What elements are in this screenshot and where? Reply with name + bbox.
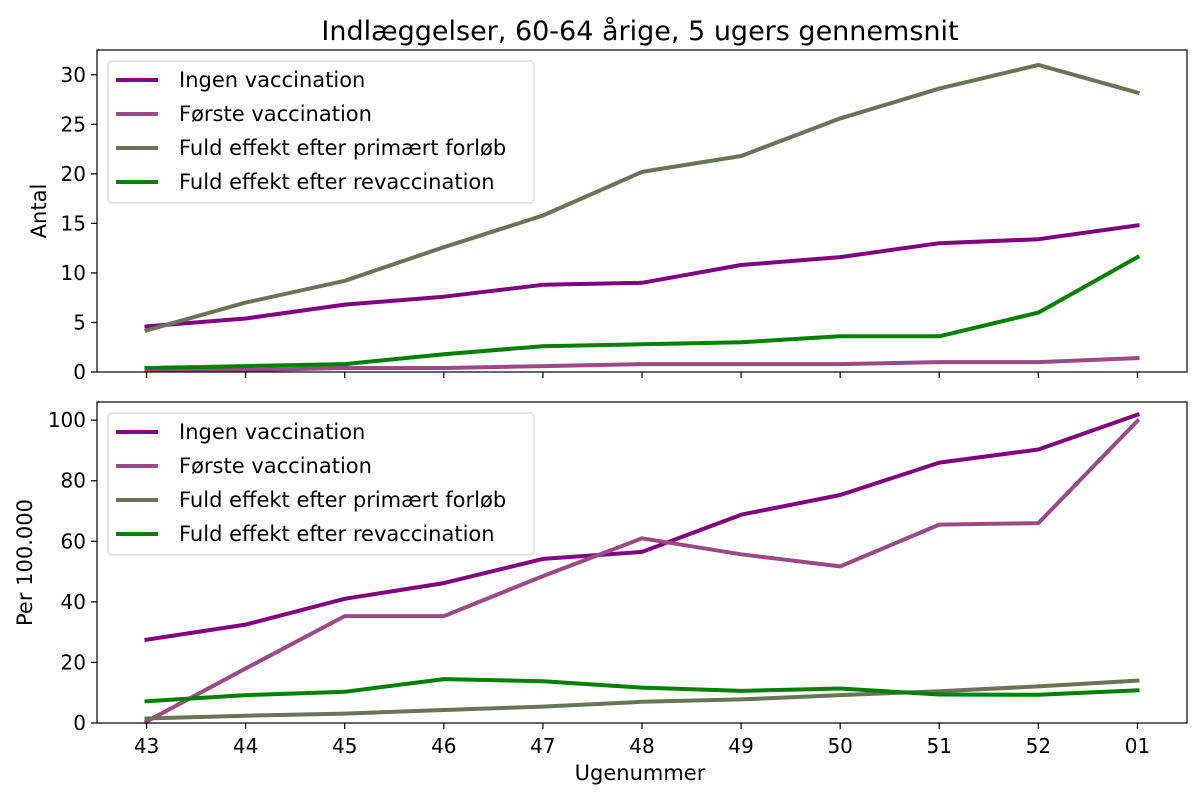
x-tick-label: 47 bbox=[530, 734, 555, 758]
chart-title: Indlæggelser, 60-64 årige, 5 ugers genne… bbox=[321, 16, 958, 47]
y-tick-label: 20 bbox=[61, 162, 86, 186]
y-axis-label: Antal bbox=[27, 184, 51, 239]
series-line-3 bbox=[144, 62, 1140, 333]
x-tick-label: 48 bbox=[629, 734, 654, 758]
y-tick-label: 0 bbox=[73, 360, 86, 384]
x-tick-label: 50 bbox=[827, 734, 852, 758]
legend: Ingen vaccination Første vaccination Fuld … bbox=[107, 60, 535, 204]
x-tick-label: 49 bbox=[728, 734, 753, 758]
x-tick-label: 44 bbox=[233, 734, 258, 758]
legend: Ingen vaccination Første vaccination Fuld … bbox=[107, 412, 535, 556]
legend-label-3: Fuld effekt efter primært forløb bbox=[179, 136, 506, 160]
series-line-1 bbox=[144, 412, 1141, 642]
legend-label-1: Ingen vaccination bbox=[179, 68, 365, 92]
y-tick-label: 30 bbox=[61, 63, 86, 87]
panel-1: 0 5 10 15 20 25 30 Antal Ingen vaccination Første… bbox=[27, 49, 1188, 384]
y-tick-label: 0 bbox=[73, 711, 86, 735]
y-tick-label: 20 bbox=[61, 650, 86, 674]
legend-label-4: Fuld effekt efter revaccination bbox=[179, 170, 495, 194]
legend-label-3: Fuld effekt efter primært forløb bbox=[179, 488, 506, 512]
series-line-3 bbox=[144, 678, 1140, 721]
series-line-4 bbox=[144, 254, 1141, 371]
y-axis-label: Per 100.000 bbox=[13, 499, 37, 626]
panel-2: 0 20 40 60 80 100 43 44 45 46 47 48 49 50 51 52 01 Per 10… bbox=[13, 401, 1188, 758]
x-axis-label: Ugenummer bbox=[575, 761, 706, 785]
x-tick-label: 52 bbox=[1026, 734, 1051, 758]
x-tick-label: 43 bbox=[134, 734, 159, 758]
y-tick-label: 5 bbox=[73, 310, 86, 334]
y-tick-label: 25 bbox=[61, 112, 86, 136]
x-tick-label: 45 bbox=[332, 734, 357, 758]
legend-box bbox=[107, 60, 535, 204]
legend-label-1: Ingen vaccination bbox=[179, 420, 365, 444]
legend-label-2: Første vaccination bbox=[179, 102, 372, 126]
legend-label-2: Første vaccination bbox=[179, 454, 372, 478]
y-tick-label: 60 bbox=[61, 529, 86, 553]
x-tick-label: 51 bbox=[927, 734, 952, 758]
y-tick-label: 10 bbox=[61, 261, 86, 285]
y-tick-label: 80 bbox=[61, 469, 86, 493]
y-tick-label: 15 bbox=[61, 211, 86, 235]
x-tick-label: 01 bbox=[1125, 734, 1150, 758]
y-tick-label: 40 bbox=[61, 590, 86, 614]
legend-label-4: Fuld effekt efter revaccination bbox=[179, 522, 495, 546]
series-line-2 bbox=[143, 417, 1141, 725]
series-line-4 bbox=[144, 677, 1140, 704]
x-tick-label: 46 bbox=[431, 734, 456, 758]
series-line-1 bbox=[144, 223, 1140, 329]
legend-box bbox=[107, 412, 535, 556]
series-line-2 bbox=[144, 356, 1140, 372]
y-tick-label: 100 bbox=[48, 408, 86, 432]
